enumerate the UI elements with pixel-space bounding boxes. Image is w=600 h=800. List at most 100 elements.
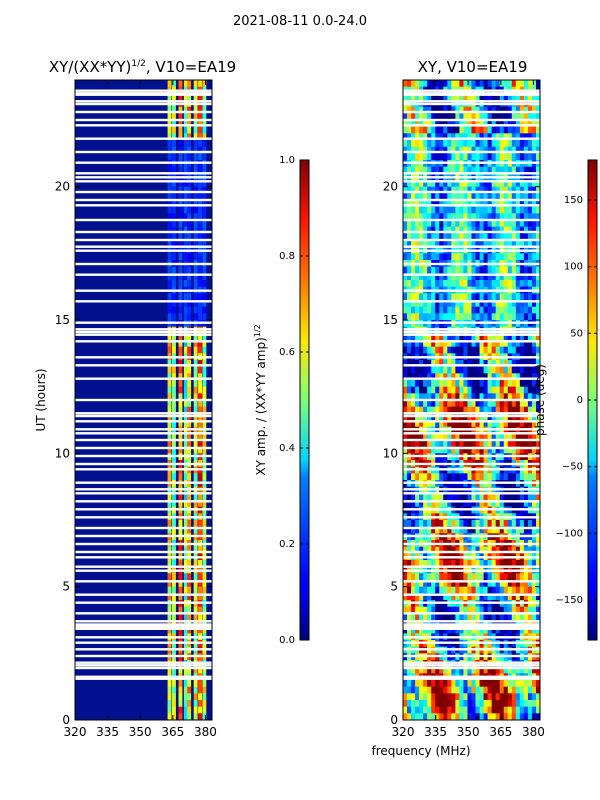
right-heatmap-cell [507, 400, 513, 407]
left-heatmap-cell [198, 400, 202, 407]
right-heatmap-cell [515, 366, 521, 374]
left-heatmap-cell [193, 700, 198, 707]
right-heatmap-cell [499, 213, 505, 221]
left-heatmap-cell [202, 140, 207, 147]
left-heatmap-cell [178, 226, 183, 234]
right-heatmap-cell [511, 420, 517, 427]
right-heatmap-cell [411, 360, 416, 367]
right-heatmap-cell [503, 493, 509, 501]
left-heatmap-cell [198, 520, 202, 527]
left-heatmap-cell [187, 700, 192, 707]
right-heatmap-cell [475, 686, 480, 694]
left-heatmap-cell [183, 373, 188, 381]
right-heatmap-cell [499, 593, 505, 601]
right-heatmap-cell [491, 393, 496, 401]
right-heatmap-cell [431, 400, 436, 407]
right-heatmap-cell [479, 586, 484, 594]
right-flagged-row [403, 110, 540, 114]
right-flagged-row [403, 377, 540, 380]
right-heatmap-cell [419, 186, 424, 194]
left-heatmap-cell [167, 693, 172, 701]
right-heatmap-cell [483, 106, 488, 114]
right-heatmap-cell [435, 113, 440, 121]
left-heatmap-cell [202, 526, 207, 534]
left-title-main: XY/(XX*YY) [48, 58, 132, 76]
left-flagged-row [75, 641, 212, 644]
right-heatmap-cell [443, 686, 448, 694]
right-heatmap-cell [443, 213, 448, 221]
right-heatmap-cell [487, 273, 492, 281]
right-heatmap-cell [523, 626, 529, 634]
right-heatmap-cell [535, 280, 541, 287]
right-heatmap-cell [535, 706, 541, 714]
right-heatmap-cell [463, 500, 468, 507]
right-heatmap-cell [491, 586, 496, 594]
left-heatmap-cell [193, 613, 198, 621]
right-heatmap-cell [423, 266, 428, 274]
right-heatmap-cell [451, 366, 456, 374]
right-heatmap-cell [451, 166, 456, 174]
right-heatmap-cell [475, 626, 480, 634]
right-heatmap-cell [435, 306, 440, 314]
left-heatmap-cell [178, 606, 183, 614]
left-heatmap-cell [183, 680, 188, 687]
right-heatmap-cell [531, 80, 537, 87]
left-heatmap-cell [172, 400, 176, 407]
left-flagged-row [75, 446, 212, 450]
right-heatmap-cell [527, 186, 533, 194]
right-heatmap-cell [515, 380, 521, 387]
right-heatmap-cell [455, 433, 460, 441]
left-heatmap-cell [202, 306, 207, 314]
left-heatmap-cell [193, 333, 198, 341]
left-heatmap-cell [202, 406, 207, 414]
right-heatmap-cell [407, 266, 412, 274]
right-heatmap-cell [451, 573, 456, 581]
right-heatmap-cell [443, 473, 448, 481]
right-heatmap-cell [459, 706, 464, 714]
right-heatmap-cell [419, 520, 424, 527]
left-heatmap-cell [187, 446, 192, 454]
right-heatmap-cell [443, 580, 448, 587]
left-heatmap-cell [187, 253, 192, 261]
right-heatmap-cell [435, 253, 440, 261]
left-flagged-row [75, 454, 212, 458]
right-heatmap-cell [511, 346, 517, 354]
right-heatmap-cell [507, 333, 513, 341]
left-heatmap-cell [172, 686, 176, 694]
right-heatmap-cell [411, 180, 416, 187]
left-heatmap-cell [187, 546, 192, 554]
right-heatmap-cell [491, 500, 496, 507]
right-heatmap-cell [451, 280, 456, 287]
right-heatmap-cell [527, 593, 533, 601]
right-heatmap-cell [451, 586, 456, 594]
right-heatmap-cell [483, 360, 488, 367]
right-heatmap-cell [479, 366, 484, 374]
right-heatmap-cell [503, 580, 509, 587]
left-flagged-row [75, 625, 212, 628]
right-heatmap-cell [411, 280, 416, 287]
left-heatmap-cell [202, 520, 207, 527]
right-heatmap-cell [415, 373, 420, 381]
right-heatmap-cell [507, 293, 513, 301]
right-heatmap-cell [439, 113, 444, 121]
right-heatmap-cell [483, 693, 488, 701]
right-heatmap-cell [483, 266, 488, 274]
left-heatmap-cell [187, 313, 192, 321]
right-heatmap-cell [439, 493, 444, 501]
right-heatmap-cell [503, 380, 509, 387]
left-flagged-row [75, 654, 212, 658]
right-heatmap-cell [515, 613, 521, 621]
left-heatmap-cell [198, 593, 202, 601]
right-heatmap-cell [435, 613, 440, 621]
left-heatmap-cell [187, 493, 192, 501]
right-heatmap-cell [503, 306, 509, 314]
left-heatmap-cell [193, 240, 198, 247]
right-heatmap-cell [467, 380, 472, 387]
right-heatmap-cell [503, 693, 509, 701]
left-heatmap-cell [202, 106, 207, 114]
right-heatmap-cell [423, 713, 428, 721]
right-heatmap-cell [527, 386, 533, 394]
right-heatmap-cell [467, 686, 472, 694]
right-heatmap-cell [435, 226, 440, 234]
right-heatmap-cell [475, 266, 480, 274]
